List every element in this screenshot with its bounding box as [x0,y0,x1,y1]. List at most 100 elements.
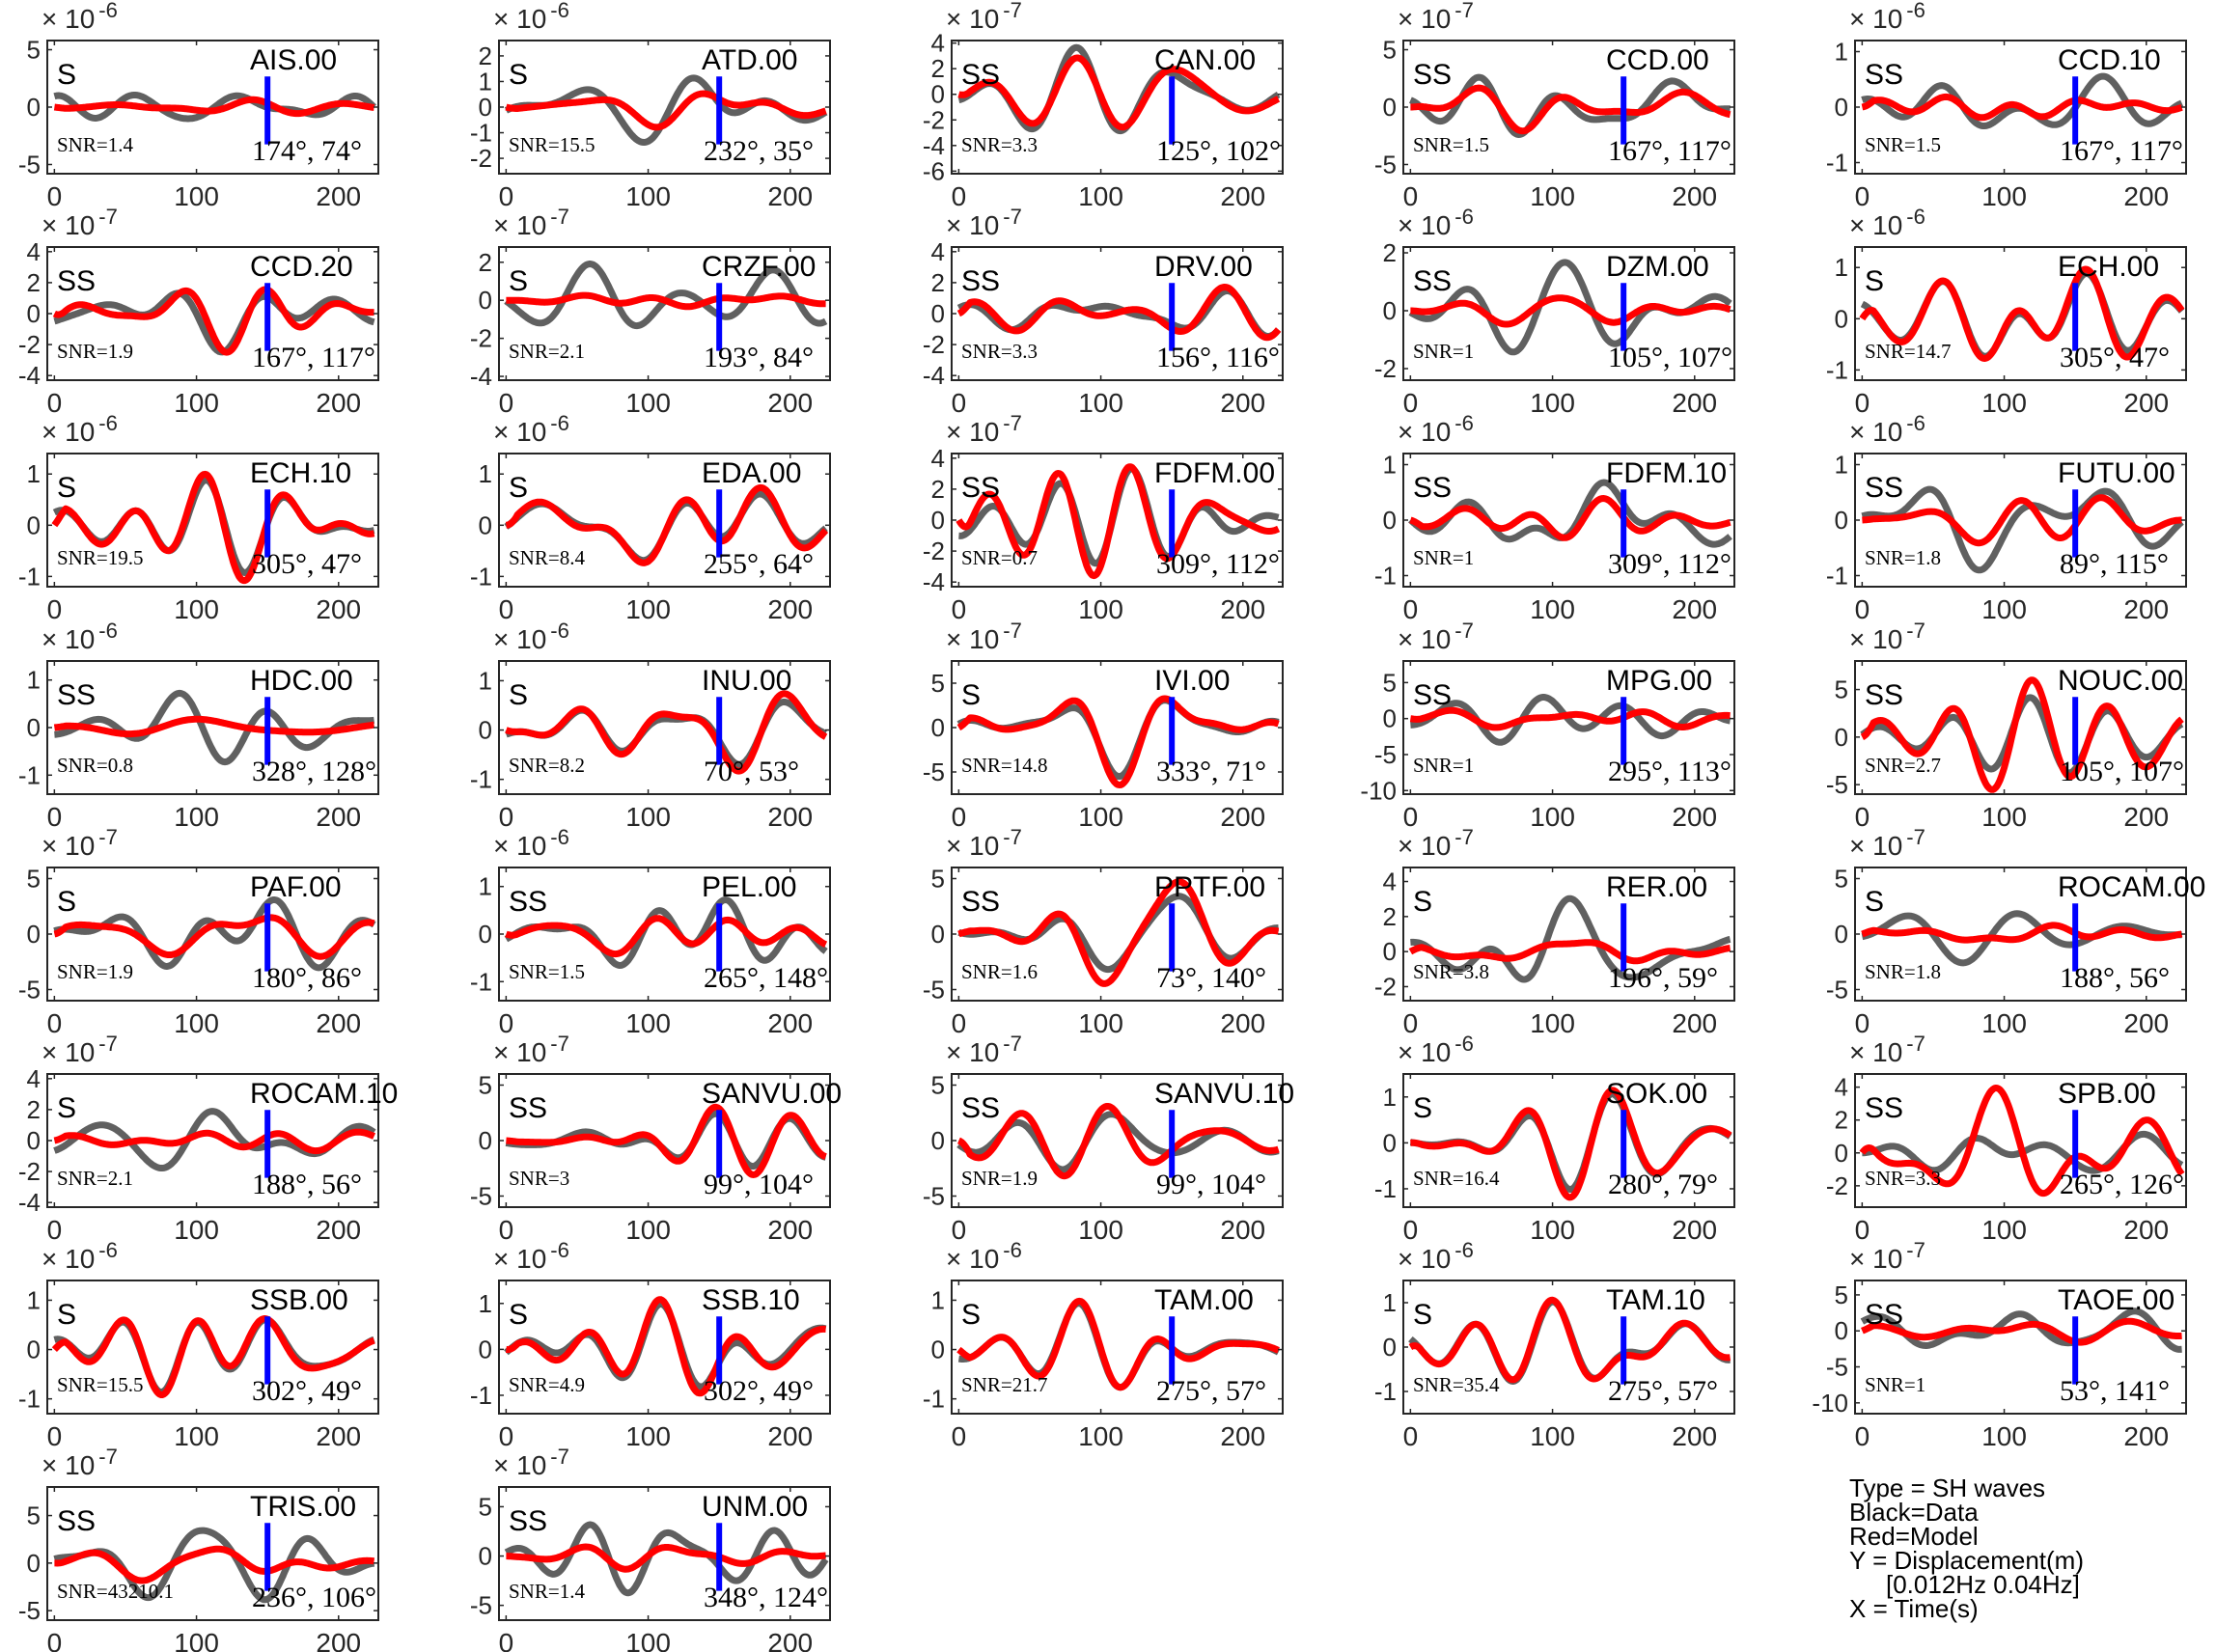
y-tick-label: -1 [18,1385,41,1414]
x-tick-label: 200 [316,1421,361,1451]
y-tick-label: 0 [27,713,41,742]
model-trace [1408,939,1732,965]
station-label: SSB.10 [702,1284,800,1316]
y-tick-label: -5 [470,1591,492,1620]
x-tick-label: 200 [316,802,361,832]
y-tick-label: 0 [1383,1128,1397,1157]
y-tick-label: -5 [18,1596,41,1625]
angles-label: 196°, 59° [1608,962,1718,994]
y-tick-label: 0 [479,93,492,122]
y-exponent-label: × 10 -7 [946,205,1022,240]
y-exponent-label: × 10 -7 [493,1032,569,1067]
x-tick-label: 100 [1981,594,2027,624]
x-tick-label: 200 [1220,388,1265,418]
x-tick-label: 200 [316,594,361,624]
x-tick-label: 200 [767,802,813,832]
y-tick-label: 1 [1383,451,1397,480]
phase-label: S [1865,265,1884,297]
x-tick-label: 100 [625,1008,671,1038]
phase-label: SS [1865,1299,1903,1331]
model-trace [956,695,1281,788]
y-tick-label: 2 [27,268,41,297]
x-tick-label: 0 [1403,594,1419,624]
station-label: HDC.00 [250,665,353,697]
angles-label: 302°, 49° [252,1375,362,1407]
y-exponent-label: × 10 -6 [493,0,569,34]
phase-label: S [57,1092,76,1124]
angles-label: 180°, 86° [252,962,362,994]
y-tick-label: 1 [27,459,41,488]
model-trace [52,914,376,960]
y-tick-label: 2 [1383,238,1397,267]
data-trace [52,1108,376,1171]
snr-label: SNR=1.9 [57,340,133,363]
x-tick-label: 0 [1855,1215,1870,1245]
y-exponent-label: × 10 -6 [493,411,569,447]
axes-box [498,660,831,795]
y-tick-label: 1 [479,67,492,96]
x-tick-label: 100 [1981,802,2027,832]
snr-label: SNR=1.4 [57,133,133,156]
snr-label: SNR=16.4 [1413,1167,1500,1190]
x-tick-label: 0 [1403,181,1419,211]
x-tick-label: 0 [47,181,63,211]
y-tick-label: 0 [27,1549,41,1578]
model-trace [1408,1087,1732,1201]
phase-label: SS [57,1505,96,1537]
station-label: TRIS.00 [250,1491,356,1523]
phase-label: SS [57,265,96,297]
model-trace [52,715,376,738]
x-tick-label: 0 [952,1215,967,1245]
x-tick-label: 200 [2123,594,2169,624]
y-tick-label: 0 [1383,296,1397,325]
y-exponent-label: × 10 -7 [493,1445,569,1480]
phase-label: S [57,1299,76,1331]
station-label: ATD.00 [702,44,797,76]
x-tick-label: 100 [1078,1421,1123,1451]
y-tick-label: 0 [931,506,945,535]
y-exponent-label: × 10 -6 [493,619,569,654]
axes-box [1402,1073,1735,1208]
phase-label: SS [961,265,1000,297]
x-tick-label: 200 [316,181,361,211]
station-label: FDFM.10 [1606,457,1727,489]
x-tick-label: 0 [47,1215,63,1245]
x-tick-label: 0 [499,1215,514,1245]
station-label: PAF.00 [250,871,342,903]
y-tick-label: 5 [1835,865,1848,894]
y-exponent-label: × 10 -7 [946,619,1022,654]
phase-label: SS [961,59,1000,91]
x-tick-label: 200 [767,1008,813,1038]
x-tick-label: 100 [1078,1215,1123,1245]
snr-label: SNR=4.9 [509,1373,585,1396]
angles-label: 255°, 64° [704,548,814,580]
x-tick-label: 100 [1078,181,1123,211]
x-tick-label: 0 [952,594,967,624]
angles-label: 99°, 104° [1156,1169,1266,1200]
angles-label: 265°, 126° [2060,1169,2184,1200]
y-tick-label: -5 [470,1182,492,1211]
y-exponent-label: × 10 -7 [42,1445,118,1480]
angles-label: 193°, 84° [704,342,814,373]
data-trace [52,1527,376,1604]
y-tick-label: -1 [1374,1174,1397,1203]
y-tick-label: 0 [1835,1316,1848,1345]
x-tick-label: 100 [1981,1421,2027,1451]
y-tick-label: -2 [923,537,945,565]
x-tick-label: 200 [767,1628,813,1652]
station-label: TAM.00 [1154,1284,1254,1316]
snr-label: SNR=14.7 [1865,340,1951,363]
x-tick-label: 100 [1530,1421,1575,1451]
snr-label: SNR=1.8 [1865,960,1941,983]
snr-label: SNR=0.7 [961,546,1038,569]
y-tick-label: 1 [931,1285,945,1314]
y-tick-label: -2 [18,1157,41,1186]
